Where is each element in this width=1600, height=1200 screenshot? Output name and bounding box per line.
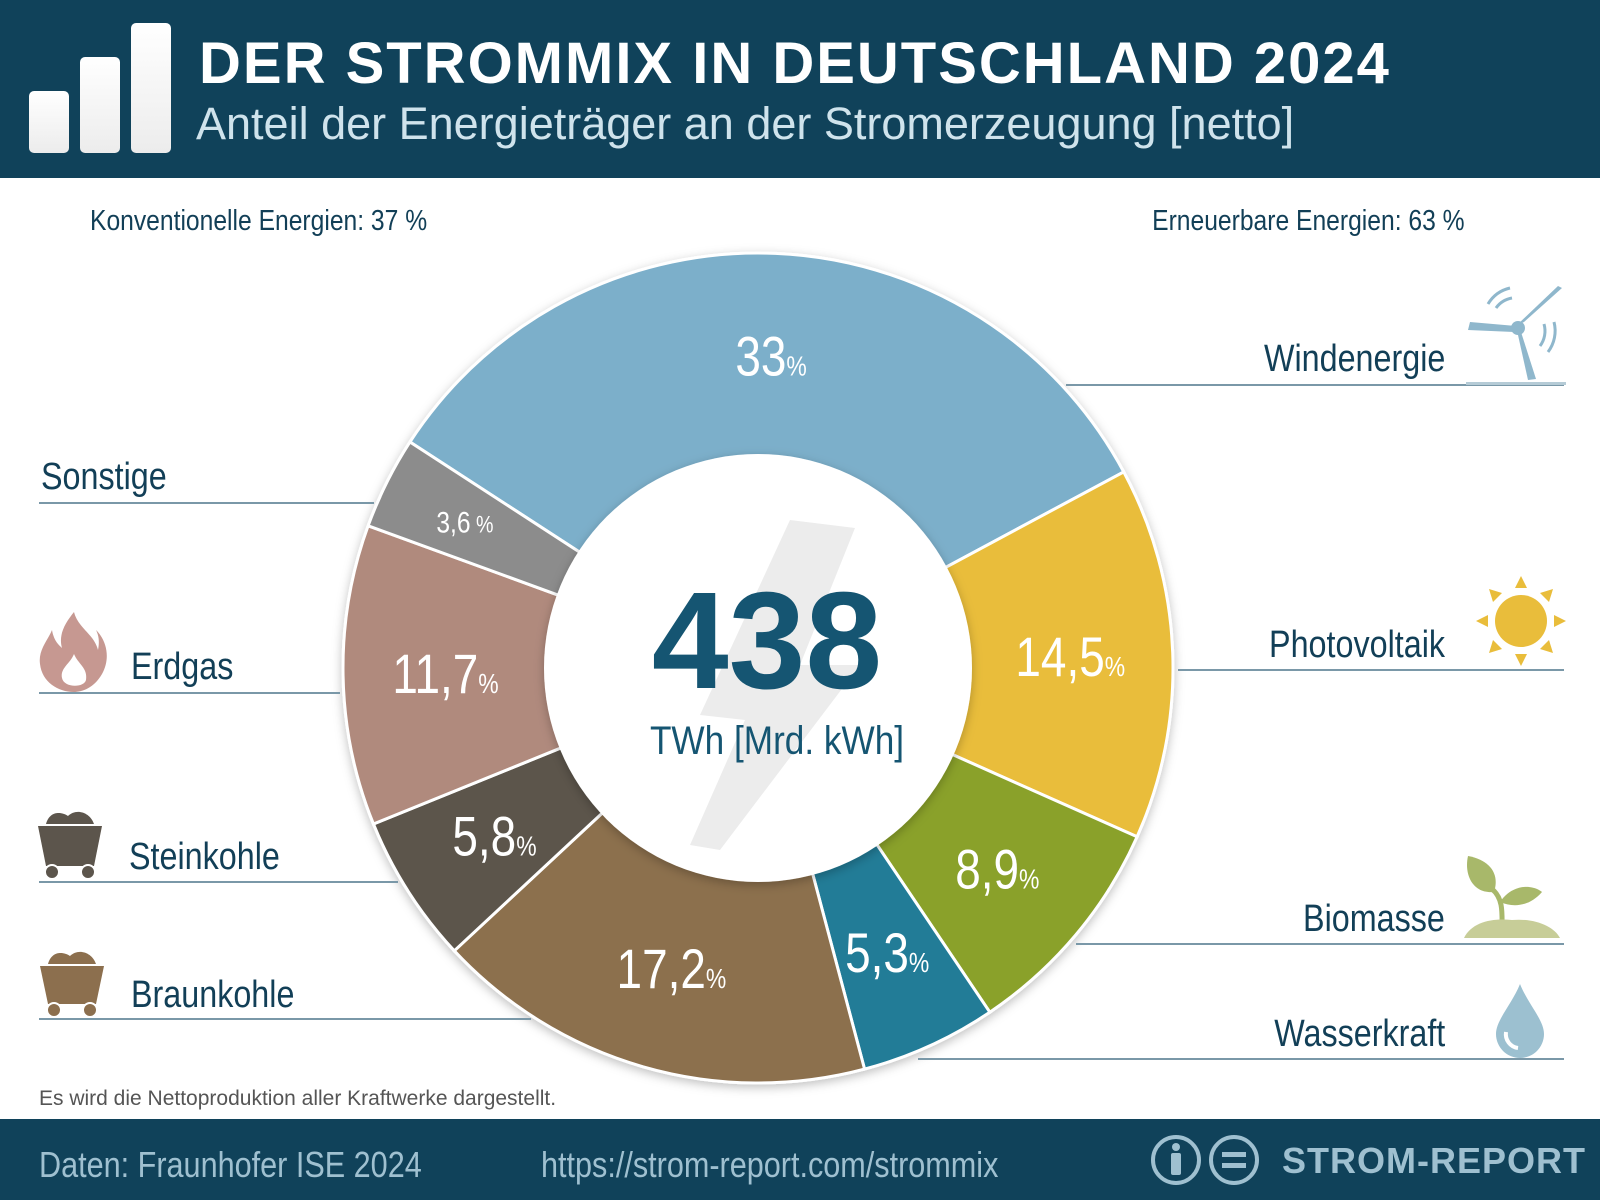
wind-turbine-icon [1466,286,1566,385]
total-unit: TWh [Mrd. kWh] [650,718,904,763]
value-label-windenergie: 33% [735,325,806,387]
label-erdgas: Erdgas [131,646,234,688]
value-label-biomasse: 8,9% [955,838,1039,900]
value-label-photovoltaik: 14,5% [1015,626,1125,688]
plant-sprout-icon [1464,856,1560,938]
label-windenergie: Windenergie [1263,338,1445,380]
flame-icon [39,612,107,692]
footer [0,1119,1600,1200]
value-label-steinkohle: 5,8% [452,805,536,867]
leader-line-biomasse [1076,943,1564,945]
leader-line-photovoltaik [1178,669,1564,671]
value-label-braunkohle: 17,2% [617,938,727,1000]
water-drop-icon [1496,984,1544,1058]
brand-logo: STROM-REPORT [1282,1140,1586,1181]
page-title: DER STROMMIX IN DEUTSCHLAND 2024 [199,31,1391,96]
label-braunkohle: Braunkohle [131,974,295,1016]
header [0,0,1600,178]
total-value: 438 [652,564,882,718]
leader-line-wasserkraft [918,1058,1564,1060]
label-steinkohle: Steinkohle [129,836,280,878]
leader-line-windenergie [1066,384,1564,386]
label-wasserkraft: Wasserkraft [1273,1013,1445,1055]
label-sonstige: Sonstige [41,456,167,498]
sun-icon [1476,576,1566,666]
value-label-sonstige: 3,6 % [436,505,493,539]
value-label-wasserkraft: 5,3% [845,922,929,984]
data-source: Daten: Fraunhofer ISE 2024 [39,1144,422,1185]
leader-line-erdgas [39,692,340,694]
renewable-share: Erneuerbare Energien: 63 % [1152,205,1465,237]
leader-line-sonstige [39,502,374,504]
leader-line-steinkohle [39,881,398,883]
license-icons [1151,1135,1259,1185]
lightning-bolt-icon [690,520,860,850]
page-subtitle: Anteil der Energieträger an der Stromerz… [196,98,1295,149]
coal-cart-brown-icon [40,951,104,1018]
conventional-share: Konventionelle Energien: 37 % [90,205,428,237]
source-url-link[interactable]: https://strom-report.com/strommix [541,1144,999,1185]
label-photovoltaik: Photovoltaik [1269,624,1445,666]
no-derivatives-icon [1209,1135,1259,1185]
coal-cart-grey-icon [38,811,102,880]
leader-line-braunkohle [39,1018,531,1020]
footnote: Es wird die Nettoproduktion aller Kraftw… [39,1087,557,1110]
label-biomasse: Biomasse [1303,898,1445,940]
attribution-icon [1151,1135,1201,1185]
value-label-erdgas: 11,7% [392,643,498,705]
